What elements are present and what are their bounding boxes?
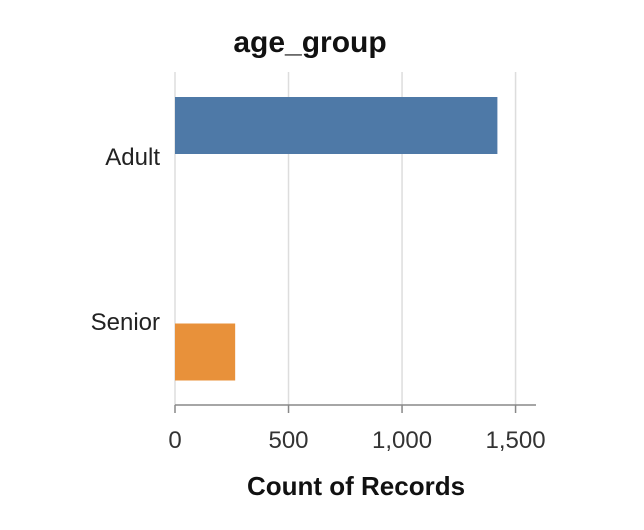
x-tick-label-0: 0 — [168, 427, 181, 454]
x-axis-title: Count of Records — [247, 471, 465, 501]
bar-senior — [175, 323, 236, 381]
chart-title: age_group — [233, 26, 386, 59]
category-label-adult: Adult — [105, 144, 160, 171]
bars — [175, 97, 498, 381]
x-tick-label-2: 1,000 — [372, 427, 432, 454]
category-labels: Adult Senior — [91, 144, 161, 336]
x-axis-ticks: 0 500 1,000 1,500 — [168, 405, 546, 454]
x-tick-label-1: 500 — [268, 427, 308, 454]
x-tick-label-3: 1,500 — [486, 427, 546, 454]
bar-adult — [175, 97, 498, 154]
category-label-senior: Senior — [91, 309, 160, 336]
